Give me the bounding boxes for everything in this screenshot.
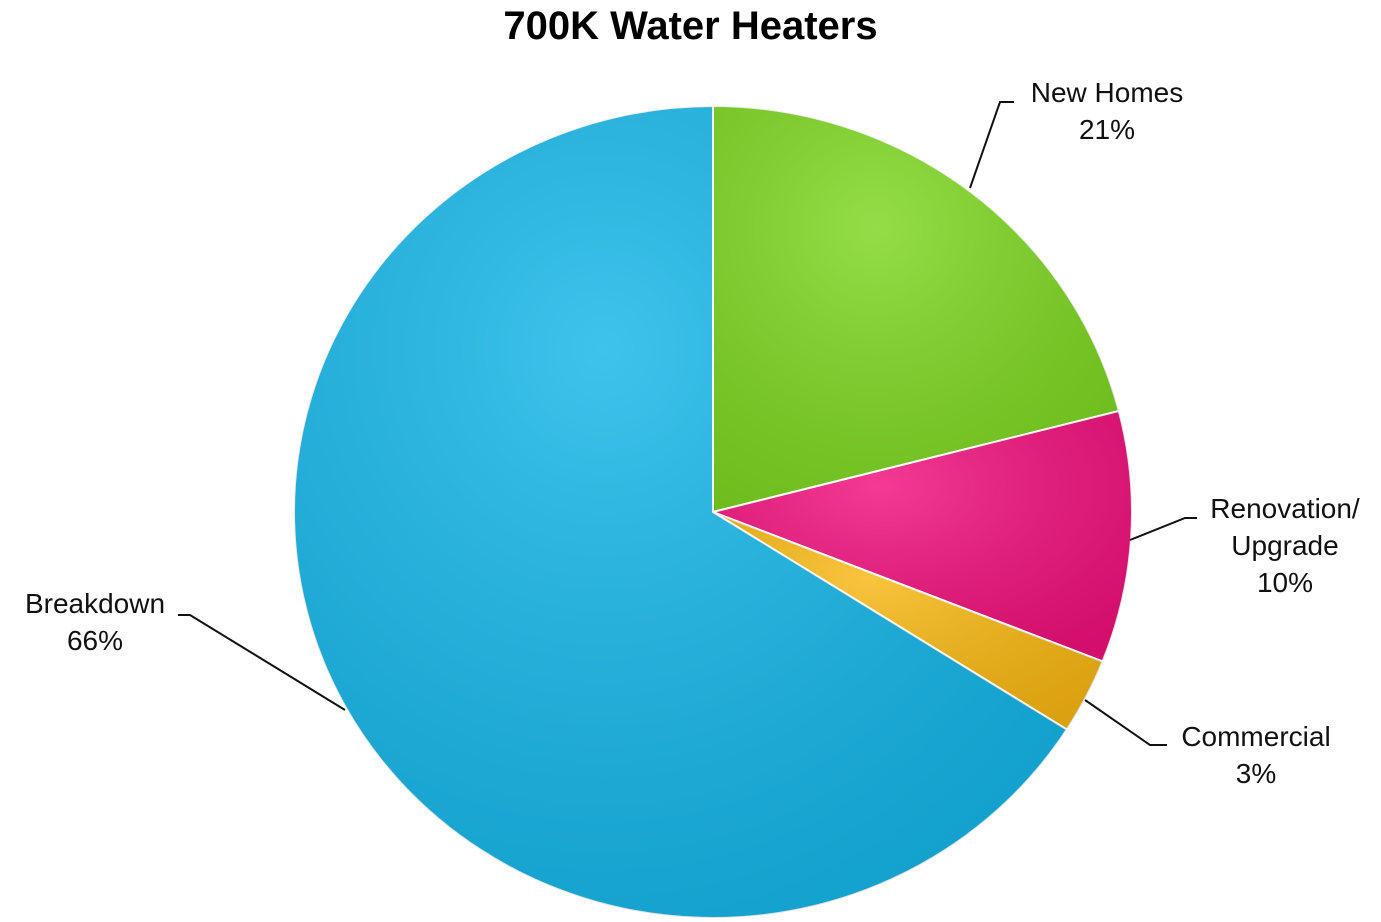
chart-title: 700K Water Heaters (503, 4, 878, 48)
category-label: Commercial (1181, 721, 1331, 752)
slice-label: New Homes 21% (1012, 74, 1202, 148)
leader-line (1084, 699, 1167, 746)
category-label: New Homes (1030, 77, 1184, 108)
slice-label: Renovation/ Upgrade 10% (1200, 490, 1370, 601)
leader-line (1129, 517, 1197, 541)
category-label: Renovation/ Upgrade (1210, 493, 1360, 561)
slice-label: Commercial 3% (1161, 718, 1351, 792)
leader-lines (178, 101, 1197, 746)
slice-label: Breakdown 66% (0, 585, 190, 659)
value-label: 10% (1256, 567, 1314, 598)
slices (293, 104, 1133, 919)
value-label: 3% (1235, 758, 1277, 789)
category-label: Breakdown (24, 588, 166, 619)
value-label: 66% (66, 625, 124, 656)
leader-line (178, 614, 346, 711)
value-label: 21% (1078, 114, 1136, 145)
leader-line (969, 101, 1014, 189)
